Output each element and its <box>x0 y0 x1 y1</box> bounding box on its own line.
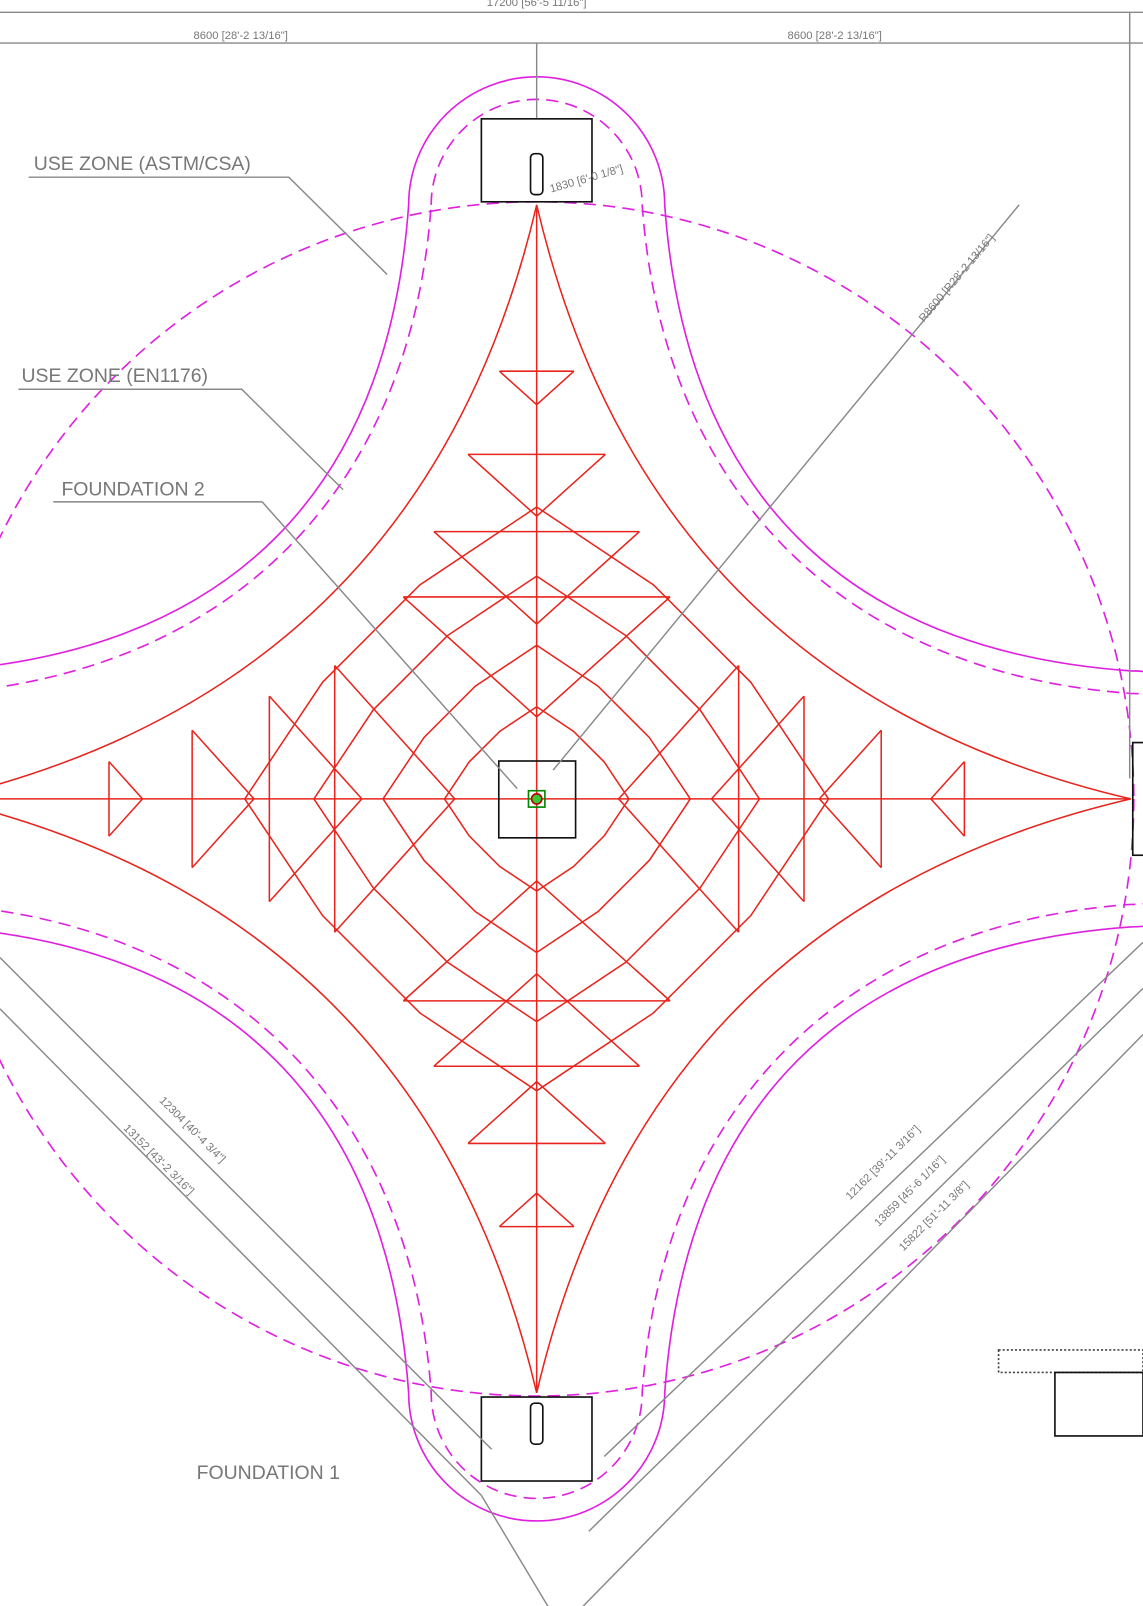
center-mark <box>532 794 542 804</box>
anchor-top <box>531 154 543 195</box>
net-ring <box>245 799 537 1091</box>
dim-line <box>604 942 1143 1456</box>
drawing: 17200 [56'-5 11/16"] 8600 [28'-2 13/16"]… <box>0 0 1143 1606</box>
foundations <box>481 119 1143 1481</box>
label: FOUNDATION 1 <box>197 1462 340 1484</box>
page: {"dimensions": {"overall": "17200 [56'-5… <box>0 0 1143 1606</box>
anchor-bottom <box>531 1403 543 1444</box>
label: FOUNDATION 2 <box>61 479 204 501</box>
dim-text: 8600 [28'-2 13/16"] <box>194 30 288 42</box>
net-ring <box>537 507 829 799</box>
dim-line <box>481 1495 561 1606</box>
net-ring <box>537 799 829 1091</box>
dim-text: 17200 [56'-5 11/16"] <box>487 0 587 9</box>
dim-text: R8600 [R28'-2 13/16"] <box>917 232 997 324</box>
dim-text: 8600 [28'-2 13/16"] <box>788 30 882 42</box>
net-ring <box>445 707 537 799</box>
dim-line <box>589 988 1143 1531</box>
net-ring <box>445 799 537 891</box>
dim-text: 12304 [40'-4 3/4"] <box>157 1095 228 1166</box>
net-ring <box>537 799 629 891</box>
label: USE ZONE (ASTM/CSA) <box>34 153 251 175</box>
foundation-bottom <box>481 1397 592 1481</box>
section-footing <box>1055 1372 1143 1436</box>
leader <box>18 389 343 489</box>
label: USE ZONE (EN1176) <box>22 365 209 387</box>
dim-text: 13152 [43'-2 3/16"] <box>121 1122 196 1197</box>
section-hatch <box>999 1350 1143 1373</box>
net-edge <box>0 799 537 1393</box>
leader <box>29 177 387 274</box>
foundation-top <box>481 119 592 202</box>
net-edge <box>537 799 1131 1393</box>
dim-line <box>0 958 492 1450</box>
net-edge <box>537 205 1131 799</box>
dim-text: 1830 [6'-0 1/8"] <box>549 163 625 195</box>
net-ring <box>245 507 537 799</box>
dim-line <box>0 1009 481 1495</box>
net-ring <box>537 707 629 799</box>
